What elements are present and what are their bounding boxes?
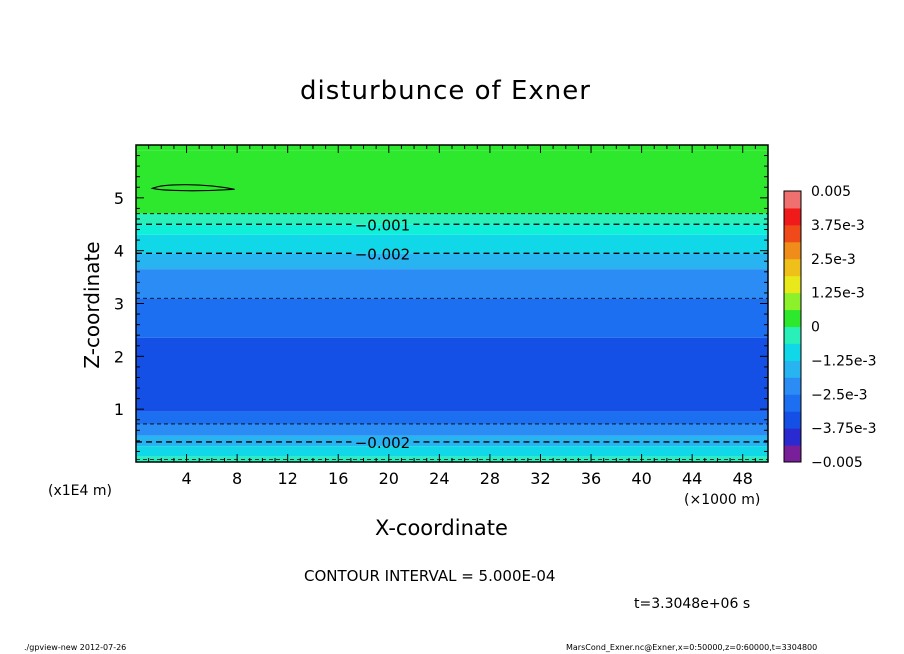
x-unit-label: (×1000 m) bbox=[684, 492, 761, 508]
contour-label-5: −0.002 bbox=[355, 434, 411, 452]
colorbar-swatch bbox=[784, 445, 801, 463]
colorbar-swatch bbox=[784, 258, 801, 277]
contour-band-4 bbox=[136, 234, 768, 254]
colorbar-tick-label: −3.75e-3 bbox=[811, 421, 876, 437]
colorbar-tick-label: −0.005 bbox=[811, 455, 863, 471]
colorbar-tick-label: 1.25e-3 bbox=[811, 286, 865, 302]
contour-band-6 bbox=[136, 269, 768, 299]
colorbar-frame bbox=[783, 190, 802, 463]
colorbar-swatch bbox=[784, 207, 801, 226]
colorbar-swatch bbox=[784, 428, 801, 446]
x-tick-label: 24 bbox=[429, 469, 449, 488]
x-tick-label: 40 bbox=[631, 469, 651, 488]
footer-left: ./gpview-new 2012-07-26 bbox=[24, 643, 127, 652]
colorbar-swatch bbox=[784, 343, 801, 361]
x-tick-label: 8 bbox=[232, 469, 242, 488]
x-tick-label: 48 bbox=[733, 469, 753, 488]
colorbar-swatch bbox=[784, 191, 801, 209]
x-tick-label: 44 bbox=[682, 469, 702, 488]
colorbar-tick-label: 2.5e-3 bbox=[811, 252, 856, 268]
x-tick-label: 28 bbox=[480, 469, 500, 488]
colorbar-swatch bbox=[784, 411, 801, 429]
contour-band-3 bbox=[136, 224, 768, 235]
contour-band-2 bbox=[136, 213, 768, 225]
x-tick-label: 4 bbox=[181, 469, 191, 488]
y-axis-label: Z-coordinate bbox=[80, 241, 104, 369]
colorbar-tick-label: 0.005 bbox=[811, 184, 851, 200]
contour-band-9 bbox=[136, 411, 768, 424]
colorbar-swatch bbox=[784, 309, 801, 327]
colorbar-tick-label: 3.75e-3 bbox=[811, 218, 865, 234]
x-tick-label: 20 bbox=[379, 469, 399, 488]
colorbar-swatch bbox=[784, 360, 801, 378]
y-tick-label: 1 bbox=[114, 400, 124, 419]
x-tick-label: 16 bbox=[328, 469, 348, 488]
colorbar-swatch bbox=[784, 224, 801, 243]
y-tick-label: 3 bbox=[114, 295, 124, 314]
colorbar-swatch bbox=[784, 292, 801, 311]
colorbar-swatch bbox=[784, 241, 801, 260]
contour-band-1 bbox=[136, 150, 768, 214]
x-tick-label: 12 bbox=[278, 469, 298, 488]
y-unit-label: (x1E4 m) bbox=[48, 483, 112, 499]
contour-interval-text: CONTOUR INTERVAL = 5.000E-04 bbox=[304, 567, 556, 585]
contour-band-10 bbox=[136, 423, 768, 436]
colorbar-tick-label: −2.5e-3 bbox=[811, 387, 868, 403]
contour-label-2: −0.002 bbox=[355, 245, 411, 263]
footer-right: MarsCond_Exner.nc@Exner,x=0:50000,z=0:60… bbox=[566, 643, 818, 652]
colorbar-swatch bbox=[784, 377, 801, 395]
colorbar-swatch bbox=[784, 326, 801, 344]
x-axis-label: X-coordinate bbox=[375, 516, 508, 540]
y-tick-label: 4 bbox=[114, 242, 124, 261]
contour-band-8 bbox=[136, 337, 768, 412]
chart-title: disturbunce of Exner bbox=[300, 76, 591, 106]
contour-band-7 bbox=[136, 298, 768, 338]
x-tick-label: 32 bbox=[530, 469, 550, 488]
y-tick-label: 5 bbox=[114, 189, 124, 208]
closed-contour bbox=[150, 184, 235, 192]
contour-band-11 bbox=[136, 435, 768, 447]
x-tick-label: 36 bbox=[581, 469, 601, 488]
contour-band-5 bbox=[136, 253, 768, 270]
colorbar-tick-label: 0 bbox=[811, 320, 820, 336]
colorbar-tick-label: −1.25e-3 bbox=[811, 353, 876, 369]
time-text: t=3.3048e+06 s bbox=[634, 596, 751, 612]
colorbar-swatch bbox=[784, 275, 801, 294]
y-tick-label: 2 bbox=[114, 347, 124, 366]
colorbar-swatch bbox=[784, 394, 801, 412]
contour-label-1: −0.001 bbox=[355, 216, 411, 234]
contour-band-12 bbox=[136, 446, 768, 457]
